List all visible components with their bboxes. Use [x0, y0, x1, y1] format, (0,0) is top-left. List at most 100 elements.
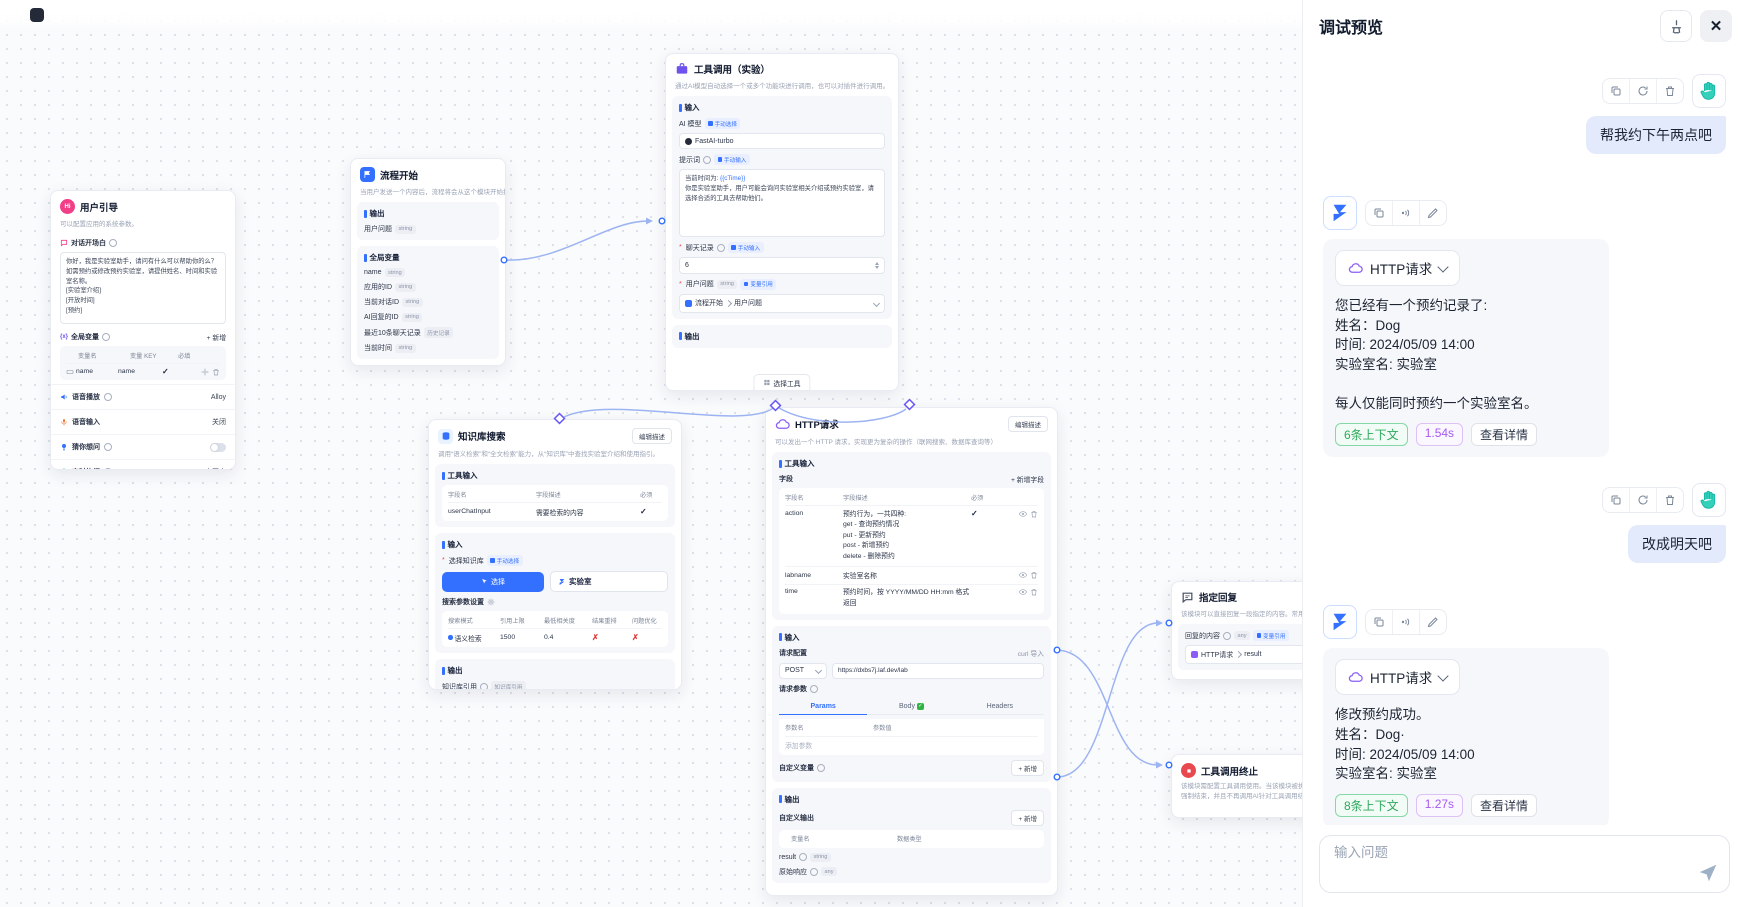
prompt-textarea[interactable]: 当前时间为: {{cTime}} 你是实验室助手，用户可能会询问实验室相关介绍或… [679, 169, 885, 237]
tab-body[interactable]: Body ✓ [899, 702, 924, 710]
copy-icon[interactable] [1366, 201, 1392, 225]
node-flow-start[interactable]: 流程开始 当用户发送一个内容后，流程将会从这个模块开始执行。 输出 用户问题st… [350, 158, 506, 366]
workflow-canvas[interactable]: Hi 用户引导 可以配置应用的系统参数。 对话开场白 你好，我是实验室助手，请问… [0, 0, 1302, 907]
trash-icon[interactable] [1030, 571, 1038, 579]
schedule-label: 定时执行 [72, 467, 100, 469]
url-input[interactable]: https://dxbs7j.laf.dev/lab [832, 662, 1044, 679]
context-badge[interactable]: 8条上下文 [1335, 793, 1408, 817]
chat-composer[interactable] [1319, 835, 1730, 893]
edit-var-icon[interactable] [201, 368, 209, 376]
fastgpt-logo-icon [1333, 204, 1347, 222]
delete-icon[interactable] [1656, 488, 1683, 513]
variable-ref-badge[interactable]: 变量引用 [740, 278, 777, 290]
chat-area[interactable]: 帮我约下午两点吧 HTTP请求 您已经有一个预约记录了: 姓名：Dog 时间: … [1303, 48, 1745, 825]
read-aloud-icon[interactable] [1392, 610, 1419, 635]
question-source-select[interactable]: 流程开始 用户问题 [679, 293, 885, 313]
add-field-button[interactable]: + 新增字段 [1010, 477, 1044, 484]
manual-input-badge[interactable]: 手动输入 [714, 154, 750, 165]
retry-icon[interactable] [1629, 488, 1656, 513]
chat-input[interactable] [1332, 844, 1676, 861]
field-name: time [785, 588, 798, 596]
curl-import-button[interactable]: curl 导入 [1017, 650, 1044, 658]
context-badge[interactable]: 6条上下文 [1335, 423, 1408, 447]
node-user-guide[interactable]: Hi 用户引导 可以配置应用的系统参数。 对话开场白 你好，我是实验室助手，请问… [50, 190, 236, 470]
user-avatar[interactable] [1692, 74, 1726, 108]
guess-toggle[interactable] [210, 442, 226, 452]
reply-source-select[interactable]: HTTP请求 result [1185, 645, 1302, 664]
edit-icon[interactable] [1419, 201, 1446, 225]
info-icon [480, 682, 488, 689]
view-detail-button[interactable]: 查看详情 [1471, 793, 1538, 817]
manual-select-badge[interactable]: 手动选择 [486, 555, 523, 566]
col-var-name: 变量名 [791, 836, 810, 844]
manual-select-badge[interactable]: 手动选择 [704, 118, 741, 129]
send-button[interactable] [1697, 862, 1719, 884]
delete-icon[interactable] [1656, 79, 1683, 103]
debug-preview-panel: 调试预览 ✕ 帮我约下午两点吧 [1302, 0, 1745, 907]
edit-desc-button[interactable]: 编辑描述 [632, 428, 672, 444]
history-count-input[interactable]: 6 [679, 257, 885, 274]
node-tool-stop[interactable]: 工具调用终止 该模块需配置工具调用使用。当该模块被执行时，工具调用将会强制结束，… [1171, 754, 1302, 818]
trash-icon[interactable] [1030, 588, 1038, 596]
tool-run-pill[interactable]: HTTP请求 [1335, 659, 1461, 696]
read-aloud-icon[interactable] [1392, 201, 1419, 225]
node-tool-call[interactable]: 工具调用（实验） 通过AI模型自动选择一个或多个功能块进行调用，也可以对插件进行… [665, 53, 899, 391]
method-value: POST [785, 667, 805, 675]
assistant-message-toolbar [1323, 196, 1726, 230]
assistant-message-toolbar [1323, 605, 1726, 640]
node-reply[interactable]: 指定回复 该模块可以直接回复一段指定的内容。常用于引导、提示。 回复的内容 an… [1171, 581, 1302, 680]
stt-row[interactable]: 语音输入 关闭 [51, 409, 235, 434]
copy-icon[interactable] [1603, 488, 1629, 512]
tab-params[interactable]: Params [779, 699, 868, 716]
duration-badge[interactable]: 1.54s [1415, 423, 1464, 447]
assistant-avatar[interactable] [1323, 196, 1357, 230]
edit-icon[interactable] [1419, 610, 1446, 635]
select-tool-tab[interactable]: 选择工具 [753, 374, 811, 390]
eye-icon[interactable] [1019, 571, 1027, 579]
node-kb-search[interactable]: 知识库搜索 编辑描述 调用“语义检索”和“全文检索”能力，从“知识库”中查找实验… [428, 419, 682, 690]
gear-icon[interactable] [487, 598, 495, 606]
schedule-row[interactable]: 定时执行 未开启 [51, 459, 235, 469]
field-desc: 预约行为，一共四种: get - 查询预约情况 put - 更新预约 post … [843, 510, 907, 560]
app-logo[interactable] [30, 8, 44, 22]
kb-chip[interactable]: 实验室 [550, 571, 668, 592]
user-avatar[interactable] [1692, 483, 1726, 518]
eye-icon[interactable] [1019, 510, 1027, 518]
output-section-label: 输出 [447, 666, 463, 675]
tab-headers[interactable]: Headers [986, 702, 1014, 710]
eye-icon[interactable] [1019, 588, 1027, 596]
add-custom-var-button[interactable]: + 新增 [1011, 759, 1044, 776]
copy-icon[interactable] [1603, 79, 1629, 103]
link-icon [1256, 633, 1262, 638]
opening-textarea[interactable]: 你好，我是实验室助手，请问有什么可以帮助你的么？如需预约或修改预约实验室，请提供… [60, 252, 226, 324]
tool-run-pill[interactable]: HTTP请求 [1335, 250, 1461, 286]
retry-icon[interactable] [1629, 79, 1656, 103]
node-http[interactable]: HTTP请求 编辑描述 可以发出一个 HTTP 请求，实现更为复杂的操作（联网搜… [765, 407, 1058, 896]
method-select[interactable]: POST [779, 662, 827, 679]
history-count-value: 6 [685, 261, 689, 269]
add-variable-button[interactable]: + 新增 [206, 335, 226, 342]
clear-history-button[interactable] [1660, 10, 1692, 42]
close-panel-button[interactable]: ✕ [1700, 10, 1732, 42]
number-stepper[interactable] [875, 261, 879, 269]
node-desc: 该模块需配置工具调用使用。当该模块被执行时，工具调用将会强制结束，并且不再调用A… [1181, 783, 1302, 800]
guess-row[interactable]: 猜你想问 [51, 434, 235, 459]
duration-badge[interactable]: 1.27s [1415, 793, 1464, 817]
copy-icon[interactable] [1366, 610, 1392, 634]
model-select[interactable]: FastAI-turbo [679, 133, 885, 149]
variable-ref-badge[interactable]: 变量引用 [1253, 630, 1289, 641]
trash-icon[interactable] [1030, 510, 1038, 518]
fastgpt-logo-icon [1333, 614, 1347, 631]
manual-input-badge[interactable]: 手动输入 [727, 242, 764, 253]
edit-desc-button[interactable]: 编辑描述 [1008, 416, 1048, 432]
assistant-avatar[interactable] [1323, 605, 1357, 640]
add-custom-output-button[interactable]: + 新增 [1011, 809, 1044, 826]
question-label: 用户问题 [685, 281, 714, 288]
select-kb-button[interactable]: 选择 [442, 571, 544, 592]
kb-search-icon [438, 428, 453, 444]
view-detail-button[interactable]: 查看详情 [1471, 423, 1538, 447]
tts-row[interactable]: 语音播放 Alloy [51, 384, 235, 409]
table-row: userChatInput 需要检索的内容 ✓ [448, 502, 662, 520]
delete-var-icon[interactable] [212, 368, 220, 376]
add-param-placeholder[interactable]: 添加参数 [785, 743, 813, 751]
